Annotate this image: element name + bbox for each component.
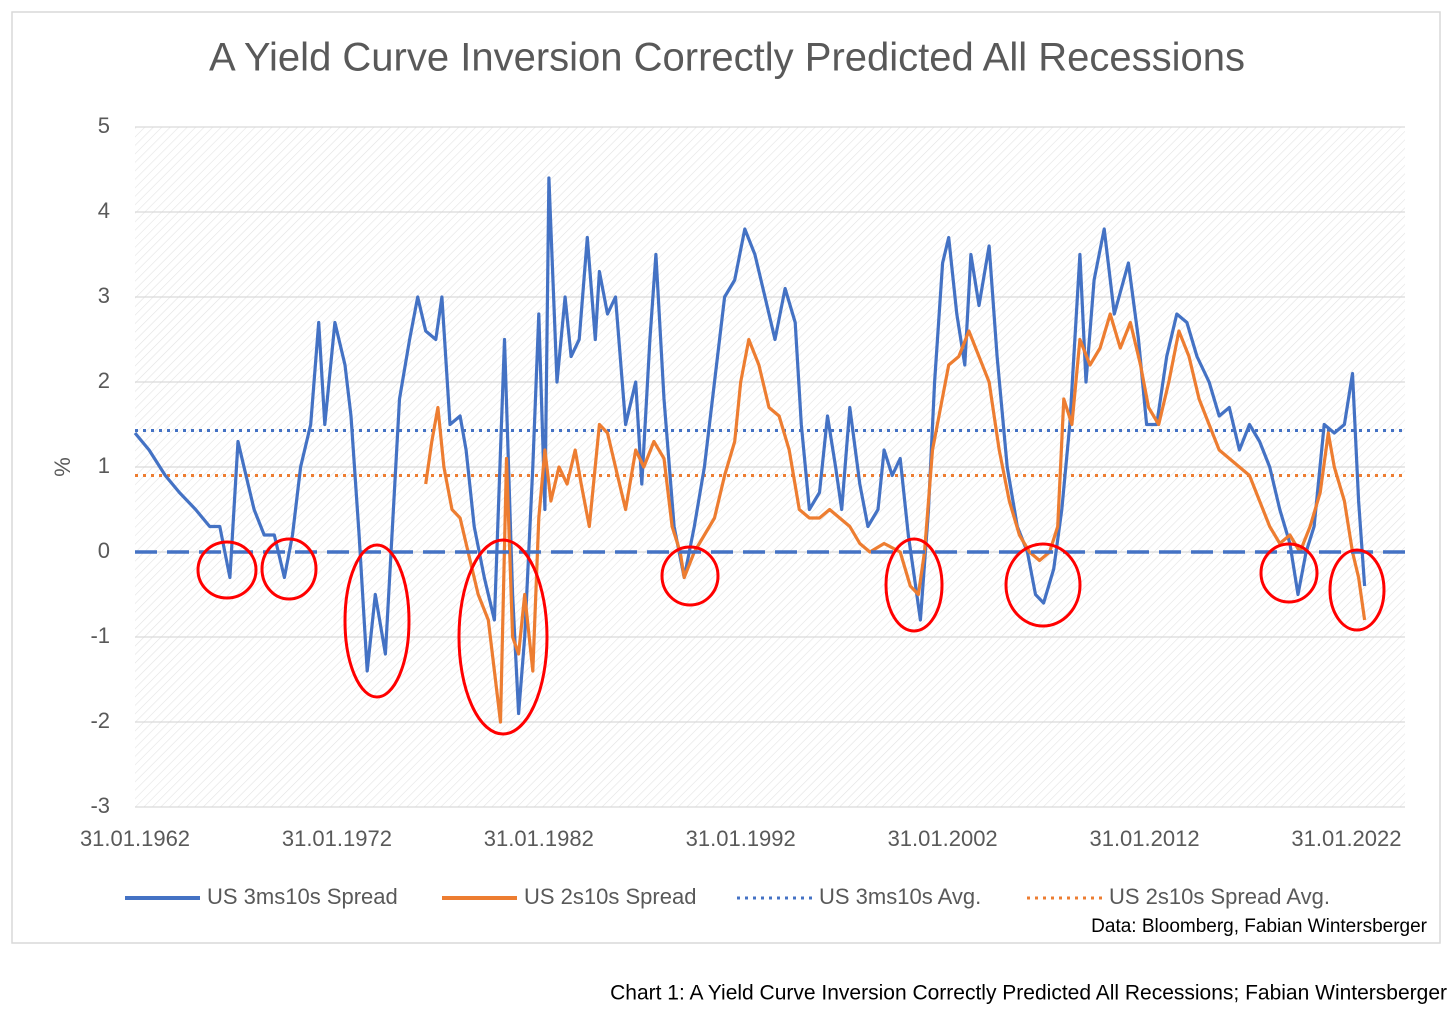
y-axis-label: % xyxy=(50,457,75,477)
x-tick-label: 31.01.1982 xyxy=(484,826,594,851)
y-tick-label: 3 xyxy=(98,283,110,308)
x-tick-label: 31.01.2002 xyxy=(888,826,998,851)
y-tick-label: 5 xyxy=(98,113,110,138)
y-tick-label: -1 xyxy=(90,623,110,648)
circle xyxy=(1259,542,1319,604)
legend-label: US 3ms10s Spread xyxy=(207,884,398,909)
x-tick-label: 31.01.1992 xyxy=(686,826,796,851)
y-tick-label: 1 xyxy=(98,453,110,478)
y-tick-label: -2 xyxy=(90,708,110,733)
series-line xyxy=(424,312,1367,724)
circle xyxy=(457,538,549,736)
circle xyxy=(1328,548,1386,632)
circle xyxy=(260,537,318,601)
y-tick-label: -3 xyxy=(90,793,110,818)
x-tick-label: 31.01.2022 xyxy=(1291,826,1401,851)
y-tick-label: 4 xyxy=(98,198,110,223)
source: Data: Bloomberg, Fabian Wintersberger xyxy=(1091,916,1427,937)
circle xyxy=(196,540,258,600)
circle xyxy=(660,545,720,607)
legend-label: US 3ms10s Avg. xyxy=(819,884,981,909)
recession-circles xyxy=(196,537,1386,736)
x-tick-label: 31.01.1972 xyxy=(282,826,392,851)
y-tick-label: 2 xyxy=(98,368,110,393)
caption: Chart 1: A Yield Curve Inversion Correct… xyxy=(610,982,1447,1005)
legend-label: US 2s10s Spread Avg. xyxy=(1109,884,1330,909)
x-tick-label: 31.01.2012 xyxy=(1089,826,1199,851)
series-line xyxy=(133,176,1367,716)
circle xyxy=(1004,542,1082,628)
circle xyxy=(884,537,944,633)
x-tick-label: 31.01.1962 xyxy=(80,826,190,851)
y-tick-label: 0 xyxy=(98,538,110,563)
lines xyxy=(133,176,1405,724)
chart-title: A Yield Curve Inversion Correctly Predic… xyxy=(209,36,1245,80)
circle xyxy=(343,543,411,699)
legend-label: US 2s10s Spread xyxy=(524,884,696,909)
